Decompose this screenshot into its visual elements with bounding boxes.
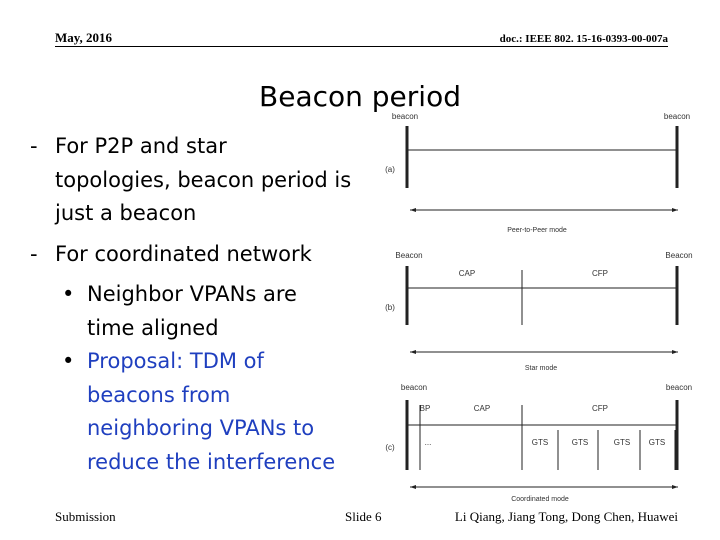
figure-label: beacon	[664, 112, 690, 121]
bullet-marker: -	[30, 134, 38, 158]
figure-label: Beacon	[665, 251, 692, 260]
figure-label: (a)	[385, 165, 395, 174]
footer-left: Submission	[55, 509, 116, 524]
bullet-text: reduce the interference	[87, 449, 336, 474]
header-rule	[55, 46, 668, 47]
bullet-text: just a beacon	[55, 201, 197, 225]
figure-label: CAP	[459, 269, 475, 278]
figure-label: ...	[425, 438, 432, 447]
figure-label: GTS	[649, 438, 665, 447]
doc-id: doc.: IEEE 802. 15-16-0393-00-007a	[499, 33, 668, 45]
figure-label: CFP	[592, 269, 608, 278]
footer-center: Slide 6	[345, 509, 382, 524]
figure-label: BP	[420, 404, 431, 413]
bullet-marker: -	[30, 241, 38, 266]
figure-label: beacon	[401, 383, 427, 392]
bullet-text: Proposal: TDM of	[87, 349, 264, 373]
bullet-text: time aligned	[87, 315, 219, 340]
figure-label: GTS	[572, 438, 588, 447]
title: Beacon period	[259, 80, 461, 113]
bullet-text: neighboring VPANs to	[87, 416, 315, 440]
bullet-text: beacons from	[87, 382, 231, 407]
figure-label: (c)	[385, 443, 395, 452]
bullet-marker: •	[62, 349, 75, 373]
figure-label: Star mode	[525, 365, 557, 372]
footer-right: Li Qiang, Jiang Tong, Dong Chen, Huawei	[454, 509, 678, 524]
bullet-text: For P2P and star	[55, 134, 227, 158]
bullet-text: For coordinated network	[55, 241, 312, 266]
figure-label: Beacon	[395, 251, 422, 260]
figure-label: CAP	[474, 404, 490, 413]
bullet-text: topologies, beacon period is	[55, 167, 352, 192]
bullet-marker: •	[62, 282, 75, 306]
figure-label: GTS	[532, 438, 548, 447]
figure-label: beacon	[666, 383, 692, 392]
figure-label: beacon	[392, 112, 418, 121]
figure-label: CFP	[592, 404, 608, 413]
figure-label: Coordinated mode	[511, 496, 569, 503]
figure-label: GTS	[614, 438, 630, 447]
figure-label: (b)	[385, 303, 395, 312]
date: May, 2016	[55, 30, 113, 45]
figure-label: Peer-to-Peer mode	[507, 227, 567, 234]
bullet-text: Neighbor VPANs are	[87, 282, 297, 306]
